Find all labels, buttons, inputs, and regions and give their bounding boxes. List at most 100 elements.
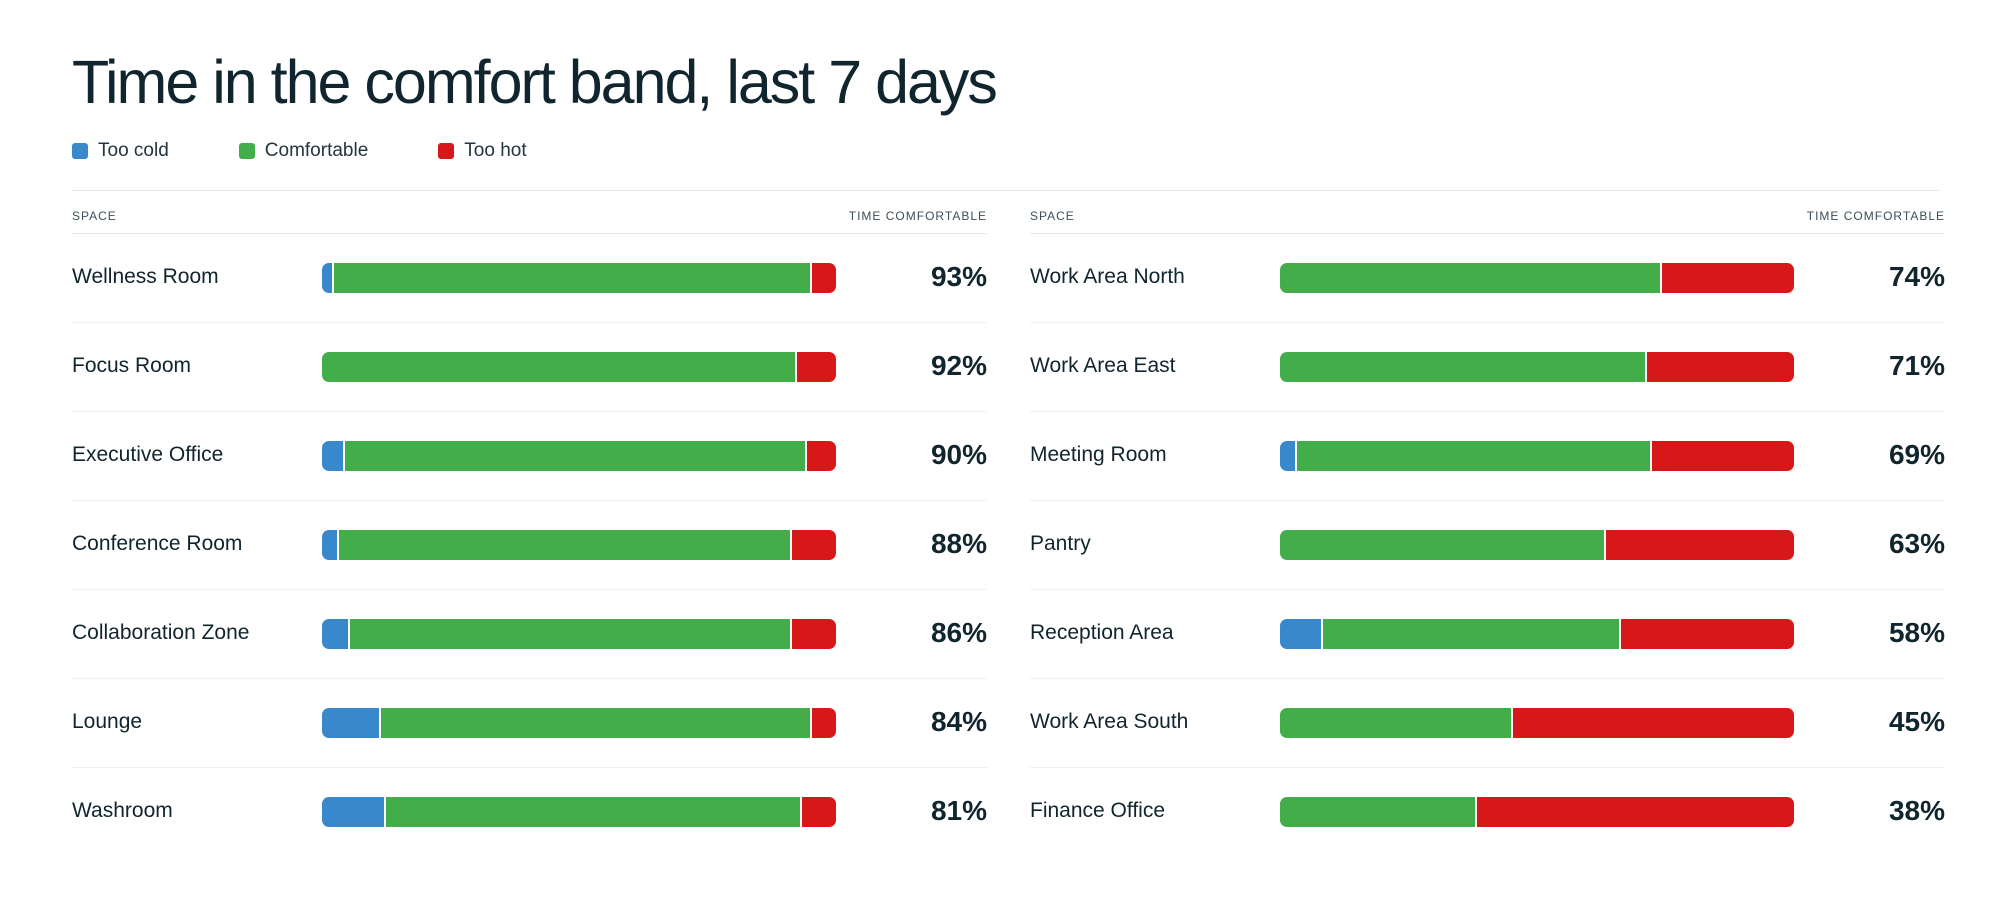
bar-segment-too-cold [322,263,333,293]
space-label: Focus Room [72,354,192,377]
bar-segment-comfortable [1280,263,1661,293]
table-row: Washroom 81% [72,768,987,856]
stacked-bar [1280,352,1794,382]
bar-segment-too-hot [1644,352,1794,382]
space-label: Work Area East [1030,354,1176,377]
legend-item-too-hot: Too hot [438,140,527,162]
time-comfortable-value: 38% [1888,795,1945,826]
bar-segment-comfortable [347,619,790,649]
space-label: Lounge [72,710,143,733]
bar-segment-comfortable [1280,530,1604,560]
legend-label-comfortable: Comfortable [264,140,369,161]
column-header-time-comfortable: TIME COMFORTABLE [1806,209,1945,223]
bar-segment-too-hot [789,530,836,560]
space-label: Work Area North [1030,265,1185,288]
bar-segment-comfortable [322,352,795,382]
time-comfortable-value: 92% [930,350,987,381]
stacked-bar [322,708,836,738]
table-row: Conference Room 88% [72,501,987,590]
bar-segment-too-hot [805,441,836,471]
bar-segment-too-hot [1603,530,1794,560]
space-label: Work Area South [1030,710,1189,733]
page-title: Time in the comfort band, last 7 days [72,48,998,116]
bar-segment-comfortable [337,530,790,560]
bar-segment-comfortable [378,708,811,738]
time-comfortable-value: 74% [1888,261,1945,292]
space-label: Reception Area [1030,621,1174,644]
bar-segment-too-hot [1660,263,1794,293]
bar-segment-too-cold [1280,619,1322,649]
panel-right: SPACE TIME COMFORTABLE Work Area North 74… [1030,191,1945,856]
stacked-bar [322,263,836,293]
time-comfortable-value: 86% [930,617,987,648]
legend-item-comfortable: Comfortable [238,140,369,162]
table-row: Collaboration Zone 86% [72,590,987,679]
time-comfortable-value: 81% [930,795,987,826]
space-label: Conference Room [72,532,243,555]
legend-swatch-too-hot [438,143,455,159]
table-row: Work Area South 45% [1030,679,1945,768]
table-row: Pantry 63% [1030,501,1945,590]
bar-segment-too-cold [1280,441,1296,471]
bar-segment-too-cold [322,441,343,471]
stacked-bar [1280,263,1794,293]
table-row: Wellness Room 93% [72,234,987,323]
stacked-bar [322,797,836,827]
stacked-bar [1280,530,1794,560]
bar-segment-comfortable [1321,619,1620,649]
panel-header: SPACE TIME COMFORTABLE [72,191,987,234]
stacked-bar [1280,797,1794,827]
time-comfortable-value: 84% [930,706,987,737]
panel-left: SPACE TIME COMFORTABLE Wellness Room 93% F… [72,191,987,856]
table-row: Work Area East 71% [1030,323,1945,412]
time-comfortable-value: 71% [1888,350,1945,381]
bar-segment-comfortable [1280,708,1512,738]
time-comfortable-value: 63% [1888,528,1945,559]
divider [72,190,1940,191]
panel-rows: Wellness Room 93% Focus Room 92% Executive O… [72,234,987,856]
stacked-bar [1280,441,1794,471]
table-row: Work Area North 74% [1030,234,1945,323]
space-label: Wellness Room [72,265,219,288]
legend: Too cold Comfortable Too hot [72,137,597,165]
bar-segment-too-hot [1619,619,1794,649]
bar-segment-too-hot [810,708,836,738]
bar-segment-too-cold [322,619,348,649]
column-header-space: SPACE [1030,209,1075,223]
bar-segment-comfortable [1295,441,1651,471]
stacked-bar [322,352,836,382]
space-label: Meeting Room [1030,443,1167,466]
stacked-bar [1280,708,1794,738]
bar-segment-too-hot [1511,708,1794,738]
legend-item-too-cold: Too cold [72,140,169,162]
stacked-bar [322,441,836,471]
time-comfortable-value: 88% [930,528,987,559]
bar-segment-too-hot [1475,797,1794,827]
table-row: Reception Area 58% [1030,590,1945,679]
table-row: Executive Office 90% [72,412,987,501]
table-row: Lounge 84% [72,679,987,768]
space-label: Finance Office [1030,799,1166,822]
legend-swatch-too-cold [72,143,88,159]
panel-rows: Work Area North 74% Work Area East 71% Meeti… [1030,234,1945,856]
legend-swatch-comfortable [238,143,255,159]
bar-segment-too-hot [800,797,836,827]
time-comfortable-value: 90% [930,439,987,470]
bar-segment-too-hot [810,263,836,293]
stacked-bar [322,619,836,649]
column-header-time-comfortable: TIME COMFORTABLE [848,209,987,223]
bar-segment-too-hot [789,619,836,649]
time-comfortable-value: 58% [1888,617,1945,648]
column-header-space: SPACE [72,209,117,223]
space-label: Washroom [72,799,173,822]
bar-segment-comfortable [1280,797,1476,827]
table-row: Meeting Room 69% [1030,412,1945,501]
bar-segment-comfortable [383,797,800,827]
stacked-bar [322,530,836,560]
bar-segment-too-hot [1650,441,1794,471]
legend-label-too-cold: Too cold [98,140,169,161]
table-row: Finance Office 38% [1030,768,1945,856]
bar-segment-too-hot [794,352,836,382]
time-comfortable-value: 45% [1888,706,1945,737]
